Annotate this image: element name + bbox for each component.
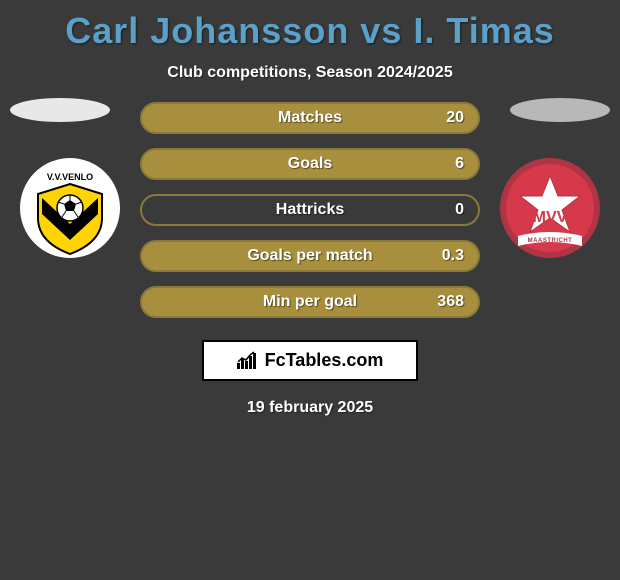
stat-bar: Goals per match 0.3 xyxy=(140,240,480,272)
svg-text:MAASTRICHT: MAASTRICHT xyxy=(528,238,573,244)
page-subtitle: Club competitions, Season 2024/2025 xyxy=(0,64,620,82)
stat-bar: Min per goal 368 xyxy=(140,286,480,318)
stat-bar-label: Goals per match xyxy=(247,247,372,265)
vvv-venlo-icon: V.V.VENLO xyxy=(20,158,120,258)
comparison-content: Matches 20 Goals 6 Hattricks 0 Goals per match… xyxy=(0,102,620,318)
stat-bar-label: Matches xyxy=(278,109,342,127)
bar-chart-icon xyxy=(237,351,259,371)
club-badge-right: MVV MAASTRICHT xyxy=(500,158,600,258)
mvv-maastricht-icon: MVV MAASTRICHT xyxy=(500,158,600,258)
stat-bar: Goals 6 xyxy=(140,148,480,180)
svg-text:V.V.VENLO: V.V.VENLO xyxy=(47,172,93,182)
player-marker-right xyxy=(510,98,610,122)
stat-bar: Hattricks 0 xyxy=(140,194,480,226)
stat-bar-label: Min per goal xyxy=(263,293,357,311)
svg-text:MVV: MVV xyxy=(533,209,568,226)
brand-box: FcTables.com xyxy=(202,340,418,381)
stat-bars: Matches 20 Goals 6 Hattricks 0 Goals per match… xyxy=(140,102,480,318)
stat-bar-value: 6 xyxy=(455,155,464,173)
stat-bar-value: 368 xyxy=(437,293,464,311)
club-badge-left: V.V.VENLO xyxy=(20,158,120,258)
player-marker-left xyxy=(10,98,110,122)
date-text: 19 february 2025 xyxy=(0,399,620,417)
stat-bar-value: 0 xyxy=(455,201,464,219)
stat-bar-label: Goals xyxy=(288,155,332,173)
stat-bar-value: 20 xyxy=(446,109,464,127)
stat-bar-label: Hattricks xyxy=(276,201,344,219)
page-title: Carl Johansson vs I. Timas xyxy=(0,0,620,52)
stat-bar-value: 0.3 xyxy=(442,247,464,265)
stat-bar: Matches 20 xyxy=(140,102,480,134)
brand-text: FcTables.com xyxy=(265,350,384,371)
